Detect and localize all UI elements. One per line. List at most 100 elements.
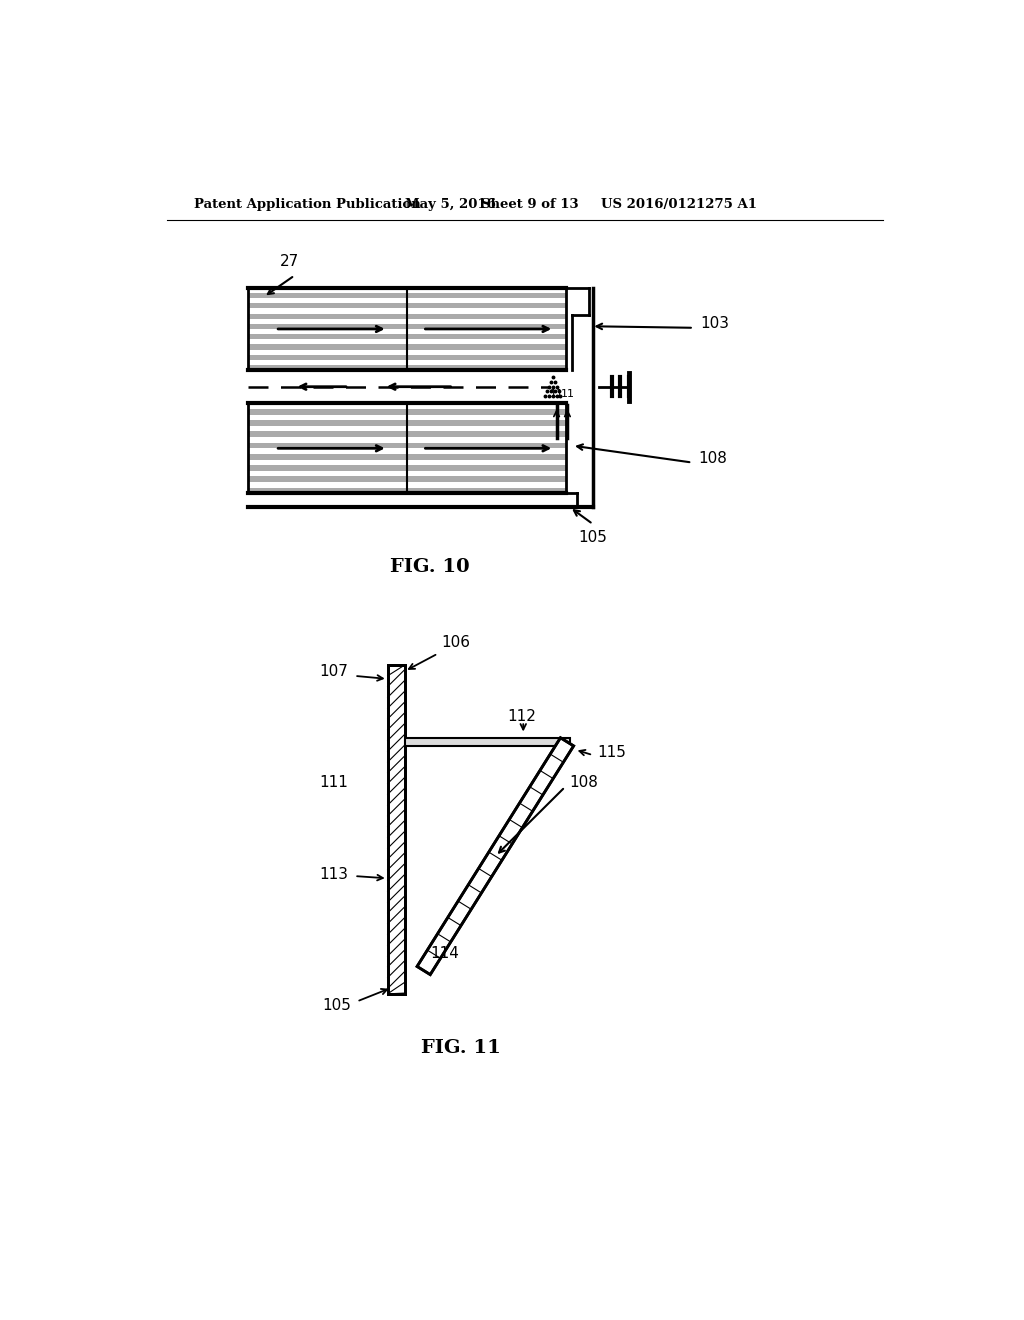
Text: 106: 106: [441, 635, 470, 649]
Bar: [388, 665, 404, 994]
Bar: [248, 437, 566, 442]
Bar: [388, 665, 404, 994]
Bar: [388, 665, 404, 994]
Bar: [388, 665, 404, 994]
Bar: [248, 350, 566, 355]
Bar: [388, 665, 404, 994]
Bar: [388, 665, 404, 994]
Bar: [388, 665, 404, 994]
Bar: [388, 665, 404, 994]
Text: 105: 105: [579, 531, 607, 545]
Text: 107: 107: [319, 664, 348, 680]
Bar: [248, 318, 566, 323]
Bar: [248, 465, 566, 471]
Text: 113: 113: [319, 867, 348, 882]
Bar: [388, 665, 404, 994]
Text: Patent Application Publication: Patent Application Publication: [194, 198, 421, 211]
Bar: [388, 665, 404, 994]
Bar: [388, 665, 404, 994]
Polygon shape: [417, 738, 573, 974]
Bar: [388, 665, 404, 994]
Bar: [388, 665, 404, 994]
Bar: [388, 665, 404, 994]
Bar: [388, 665, 404, 994]
Bar: [388, 665, 404, 994]
Bar: [388, 665, 404, 994]
Bar: [388, 665, 404, 994]
Bar: [248, 366, 566, 370]
Text: 114: 114: [430, 945, 459, 961]
Text: 108: 108: [698, 451, 727, 466]
Text: 115: 115: [598, 744, 627, 759]
Bar: [388, 665, 404, 994]
Bar: [248, 454, 566, 459]
Bar: [388, 665, 404, 994]
Bar: [388, 665, 404, 994]
Bar: [388, 665, 404, 994]
Bar: [388, 665, 404, 994]
Bar: [388, 665, 404, 994]
Bar: [248, 288, 566, 293]
Bar: [388, 665, 404, 994]
Bar: [248, 355, 566, 360]
Bar: [248, 459, 566, 465]
Bar: [388, 665, 404, 994]
Bar: [388, 665, 404, 994]
Bar: [248, 334, 566, 339]
Bar: [388, 665, 404, 994]
Bar: [388, 665, 404, 994]
Bar: [388, 665, 404, 994]
Bar: [388, 665, 404, 994]
Bar: [388, 665, 404, 994]
Bar: [388, 665, 404, 994]
Bar: [388, 665, 404, 994]
Bar: [248, 477, 566, 482]
Bar: [388, 665, 404, 994]
Text: 11: 11: [560, 389, 574, 400]
Bar: [388, 665, 404, 994]
Bar: [248, 414, 566, 420]
Bar: [388, 665, 404, 994]
Bar: [404, 738, 569, 746]
Bar: [248, 409, 566, 414]
Bar: [388, 665, 404, 994]
Bar: [388, 665, 404, 994]
Bar: [388, 665, 404, 994]
Bar: [388, 665, 404, 994]
Bar: [388, 665, 404, 994]
Bar: [248, 426, 566, 432]
Bar: [388, 665, 404, 994]
Bar: [388, 665, 404, 994]
Bar: [388, 665, 404, 994]
Text: 11: 11: [550, 389, 563, 400]
Bar: [248, 471, 566, 477]
Text: 27: 27: [280, 255, 299, 269]
Bar: [248, 420, 566, 426]
Bar: [388, 665, 404, 994]
Bar: [388, 665, 404, 994]
Bar: [248, 449, 566, 454]
Bar: [388, 665, 404, 994]
Bar: [388, 665, 404, 994]
Bar: [388, 665, 404, 994]
Bar: [388, 665, 404, 994]
Bar: [388, 665, 404, 994]
Bar: [388, 665, 404, 994]
Bar: [388, 665, 404, 994]
Bar: [388, 665, 404, 994]
Bar: [388, 665, 404, 994]
Bar: [248, 404, 566, 494]
Bar: [388, 665, 404, 994]
Bar: [248, 339, 566, 345]
Bar: [388, 665, 404, 994]
Text: 108: 108: [569, 775, 599, 789]
Bar: [388, 665, 404, 994]
Bar: [248, 304, 566, 309]
Bar: [248, 482, 566, 487]
Bar: [388, 665, 404, 994]
Bar: [388, 665, 404, 994]
Bar: [388, 665, 404, 994]
Text: FIG. 11: FIG. 11: [421, 1039, 501, 1057]
Bar: [388, 665, 404, 994]
Bar: [388, 665, 404, 994]
